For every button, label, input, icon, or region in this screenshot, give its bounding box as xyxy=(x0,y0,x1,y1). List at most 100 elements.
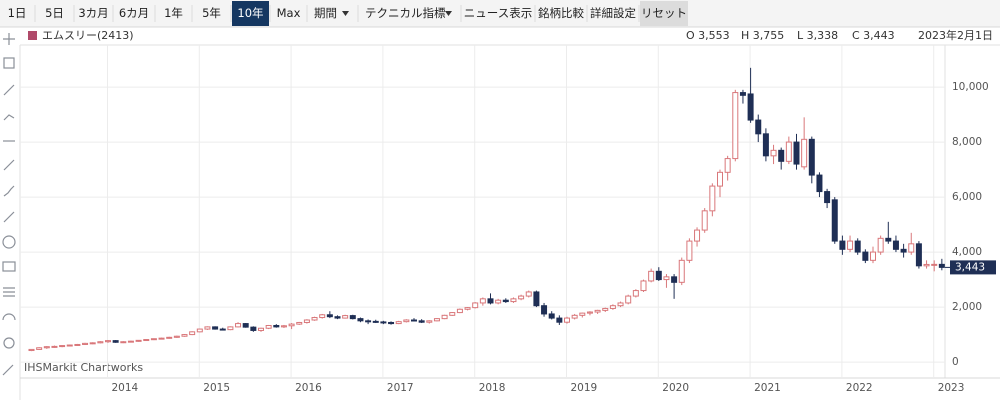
candle-body xyxy=(824,191,831,204)
candle-body xyxy=(908,243,915,253)
candle-body xyxy=(388,321,395,325)
toolbar-button[interactable] xyxy=(232,1,269,26)
tool-fib[interactable] xyxy=(3,287,15,297)
toolbar-button[interactable] xyxy=(114,1,154,26)
tool-arc[interactable] xyxy=(2,313,16,321)
toolbar-button[interactable] xyxy=(75,1,112,26)
candle-body xyxy=(97,341,104,344)
candle-body xyxy=(747,93,754,121)
tool-zoom[interactable] xyxy=(3,57,15,69)
candle-body xyxy=(594,309,601,313)
toolbar-button[interactable] xyxy=(359,1,460,26)
tool-polyline[interactable] xyxy=(3,114,15,121)
tool-trend[interactable] xyxy=(3,159,15,171)
date: 2023年2月1日 xyxy=(918,28,993,42)
watermark: IHSMarkit Chartworks xyxy=(24,361,143,374)
ohlc-low: L 3,338 xyxy=(797,29,838,42)
dropdown-arrow[interactable] xyxy=(342,11,349,16)
candle-body xyxy=(150,338,157,341)
candle-body xyxy=(892,240,899,250)
candle-body xyxy=(510,298,517,303)
y-tick-label: 10,000 xyxy=(952,81,989,93)
candle-body xyxy=(617,302,624,307)
candle-body xyxy=(839,240,846,250)
candle-body xyxy=(372,320,379,323)
button-label[interactable]: Max xyxy=(277,6,301,20)
tool-rect[interactable] xyxy=(2,261,16,272)
candle-body xyxy=(250,326,257,331)
last-price-label: 3,443 xyxy=(955,261,985,273)
tool-circle[interactable] xyxy=(2,235,16,249)
candle-body xyxy=(143,339,150,342)
candle-body xyxy=(770,149,777,157)
button-label[interactable]: 10年 xyxy=(237,6,263,20)
candle-body xyxy=(59,345,66,348)
candle-body xyxy=(43,346,50,349)
x-tick-label: 2019 xyxy=(571,382,598,394)
candle-body xyxy=(808,138,815,176)
candle-body xyxy=(579,312,586,316)
candle-body xyxy=(571,314,578,319)
toolbar-button[interactable] xyxy=(308,1,357,26)
candle-body xyxy=(632,290,639,297)
toolbar-button[interactable] xyxy=(156,1,191,26)
button-label[interactable]: 5年 xyxy=(202,6,221,20)
candle-body xyxy=(296,321,303,325)
candle-body xyxy=(219,328,226,331)
candle-body xyxy=(349,315,356,320)
candle-body xyxy=(365,320,372,323)
candle-body xyxy=(931,263,938,266)
candle-body xyxy=(686,240,693,261)
toolbar-button[interactable] xyxy=(0,1,34,26)
tool-ray[interactable] xyxy=(3,211,15,223)
toolbar-button[interactable] xyxy=(536,1,586,26)
candle-body xyxy=(227,326,234,331)
tool-misc[interactable] xyxy=(2,364,14,376)
candle-body xyxy=(464,307,471,310)
candle-body xyxy=(785,141,792,162)
candle-body xyxy=(518,295,525,300)
candle-body xyxy=(326,314,333,318)
candle-body xyxy=(265,325,272,329)
toolbar-button[interactable] xyxy=(588,1,638,26)
button-label[interactable]: 1年 xyxy=(164,6,183,20)
button-label[interactable]: リセット xyxy=(641,6,687,20)
button-label[interactable]: 詳細設定 xyxy=(590,6,636,20)
candle-body xyxy=(173,335,180,338)
tool-channel[interactable] xyxy=(3,185,15,197)
toolbar-button[interactable] xyxy=(36,1,73,26)
button-label[interactable]: 3カ月 xyxy=(78,6,108,20)
button-label[interactable]: テクニカル指標 xyxy=(365,6,446,20)
candle-body xyxy=(533,291,540,307)
toolbar-button[interactable] xyxy=(271,1,306,26)
toolbar-button[interactable] xyxy=(462,1,534,26)
button-label[interactable]: 銘柄比較 xyxy=(538,6,584,20)
candle-body xyxy=(196,328,203,333)
toolbar-button[interactable] xyxy=(640,1,688,26)
candle-body xyxy=(36,347,43,350)
candle-body xyxy=(334,316,341,319)
candle-body xyxy=(433,318,440,322)
candle-body xyxy=(258,327,264,331)
candle-body xyxy=(709,185,716,212)
button-label[interactable]: 1日 xyxy=(8,6,27,20)
candle-body xyxy=(357,318,364,322)
y-tick-label: 4,000 xyxy=(952,246,982,258)
drawing-tools[interactable] xyxy=(2,33,16,376)
button-label[interactable]: 6カ月 xyxy=(119,6,149,20)
tool-ring[interactable] xyxy=(3,337,15,349)
candle-body xyxy=(472,302,479,309)
candle-body xyxy=(625,295,632,304)
tool-line[interactable] xyxy=(3,84,15,96)
candle-body xyxy=(411,319,417,322)
candle-body xyxy=(854,240,861,253)
candle-body xyxy=(541,305,548,315)
dropdown-arrow[interactable] xyxy=(445,11,452,16)
tool-crosshair[interactable] xyxy=(3,33,15,45)
candle-body xyxy=(418,320,425,323)
candle-body xyxy=(449,312,456,316)
button-label[interactable]: 5日 xyxy=(45,6,64,20)
button-label[interactable]: ニュース表示 xyxy=(464,6,532,20)
toolbar-button[interactable] xyxy=(193,1,230,26)
button-label[interactable]: 期間 xyxy=(314,6,337,20)
